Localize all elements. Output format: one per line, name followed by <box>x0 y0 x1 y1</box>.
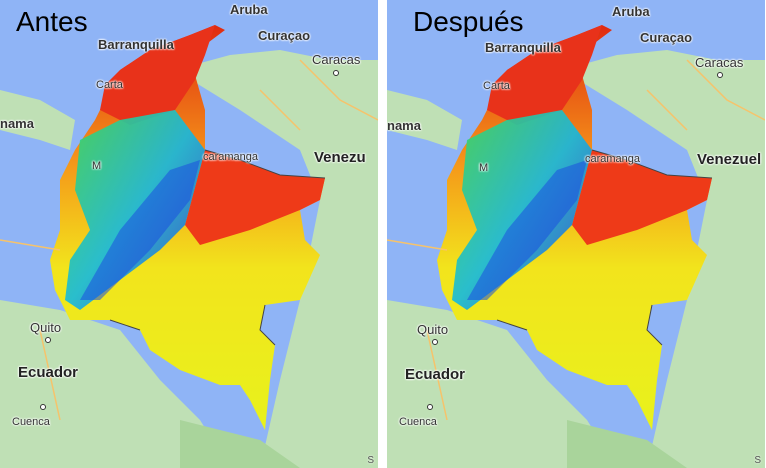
city-dot-quito <box>432 339 438 345</box>
map-panel-after[interactable]: Después Aruba Barranquilla Curaçao Carac… <box>387 0 765 468</box>
land-central-america <box>387 90 462 150</box>
panel-title: Antes <box>16 6 88 37</box>
city-dot-cuenca <box>427 404 433 410</box>
label-ecuador: Ecuador <box>18 364 79 381</box>
label-aruba: Aruba <box>230 2 268 17</box>
label-caracas: Caracas <box>312 52 361 67</box>
map-canvas <box>387 25 765 468</box>
label-curacao: Curaçao <box>640 30 693 45</box>
city-dot-quito <box>45 337 51 343</box>
label-m: M <box>479 162 489 174</box>
label-panama: nama <box>0 116 34 131</box>
map-canvas <box>0 25 378 468</box>
land-ecuador <box>0 300 230 468</box>
llanos-region <box>185 150 325 245</box>
map-panel-before[interactable]: Antes Aruba Barranquilla Curaçao Caracas… <box>0 0 378 468</box>
andes-region <box>65 110 205 310</box>
label-aruba: Aruba <box>612 4 650 19</box>
caribbean-region <box>100 25 215 125</box>
label-venezuela: Venezu <box>314 149 366 166</box>
city-dot-caracas <box>717 72 723 78</box>
andes-core <box>467 160 587 300</box>
label-panama: nama <box>387 118 421 133</box>
label-bucaramanga: caramanga <box>585 153 641 165</box>
borders <box>496 149 713 346</box>
andes-core <box>80 160 200 300</box>
label-ecuador: Ecuador <box>405 366 466 383</box>
city-dot-caracas <box>333 70 339 76</box>
map-attribution: S <box>754 455 761 466</box>
andes-region <box>452 110 592 310</box>
llanos-region <box>572 150 712 245</box>
label-bucaramanga: caramanga <box>203 151 259 163</box>
land-central-america <box>0 90 75 150</box>
label-cuenca: Cuenca <box>12 416 50 428</box>
label-caracas: Caracas <box>695 55 744 70</box>
roads <box>0 59 378 421</box>
label-curacao: Curaçao <box>258 28 311 43</box>
panel-title: Después <box>413 6 524 37</box>
label-cartagena: Carta <box>483 80 510 92</box>
map-attribution: S <box>367 455 374 466</box>
land-peru <box>180 420 300 468</box>
land-peru <box>567 420 687 468</box>
label-cartagena: Carta <box>96 79 123 91</box>
label-barranquilla: Barranquilla <box>485 40 561 55</box>
land-venezuela <box>562 50 765 468</box>
label-barranquilla: Barranquilla <box>98 37 174 52</box>
land-ecuador <box>387 300 617 468</box>
land-venezuela <box>175 50 378 468</box>
label-quito: Quito <box>417 322 449 337</box>
city-dot-cuenca <box>40 404 46 410</box>
roads <box>387 59 765 421</box>
label-venezuela: Venezuel <box>697 151 762 168</box>
label-m: M <box>92 160 102 172</box>
label-cuenca: Cuenca <box>399 416 437 428</box>
borders <box>109 149 326 346</box>
caribbean-region <box>487 25 602 125</box>
label-quito: Quito <box>30 320 62 335</box>
